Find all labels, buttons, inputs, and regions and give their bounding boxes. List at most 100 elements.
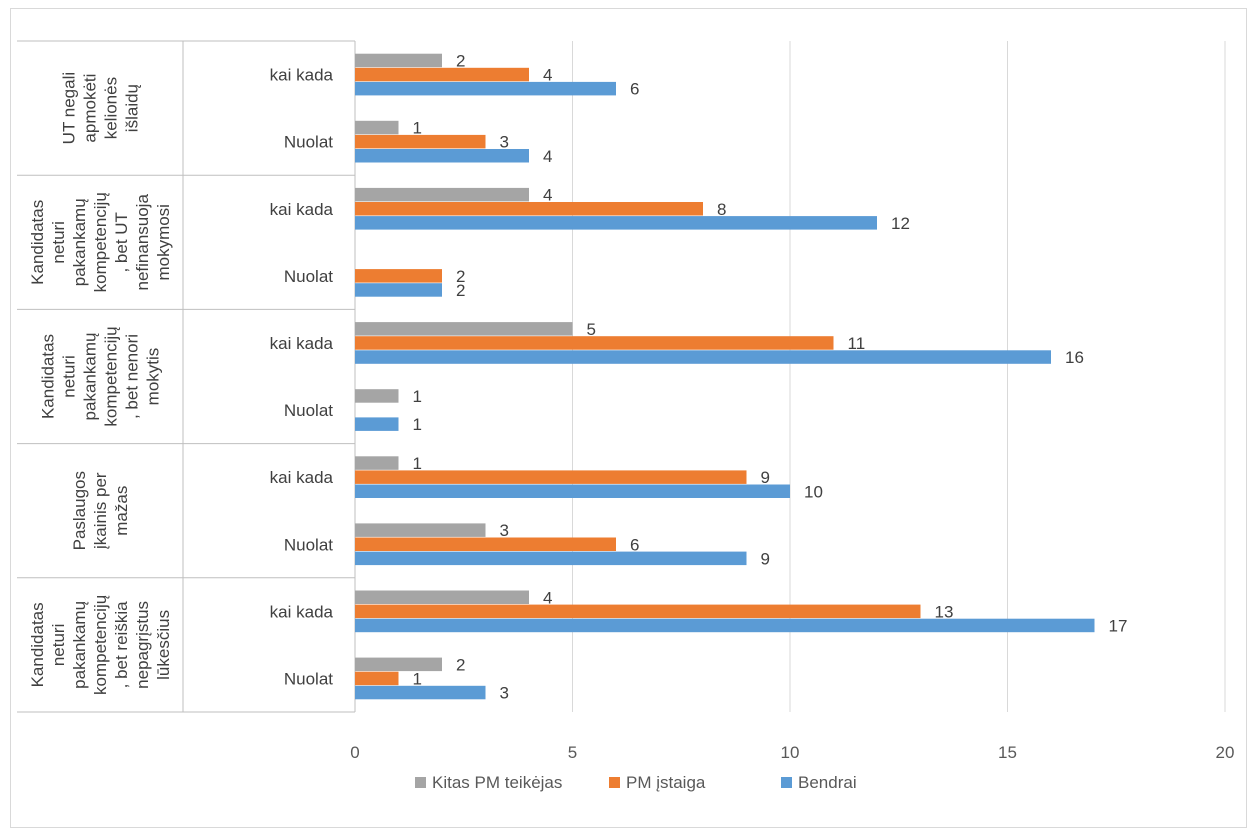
legend-label-kitas: Kitas PM teikėjas: [432, 773, 562, 792]
row-label: Nuolat: [284, 535, 333, 554]
data-label: 4: [543, 588, 552, 607]
data-label: 6: [630, 535, 639, 554]
data-label: 6: [630, 80, 639, 99]
row-label: Nuolat: [284, 267, 333, 286]
x-tick-label: 20: [1216, 743, 1235, 762]
bar-istaiga: [355, 604, 921, 619]
bar-bendrai: [355, 417, 399, 431]
data-label: 10: [804, 482, 823, 501]
group-label-line: mažas: [112, 486, 131, 536]
bar-bendrai: [355, 350, 1051, 364]
group-label-line: pakankamų: [70, 601, 89, 689]
row-label: kai kada: [270, 200, 334, 219]
data-label: 3: [500, 521, 509, 540]
bar-istaiga: [355, 134, 486, 149]
group-label-line: kompetencijų: [91, 595, 110, 695]
bar-kitas: [355, 322, 573, 336]
data-label: 1: [413, 669, 422, 688]
x-tick-label: 10: [781, 743, 800, 762]
group-label-line: kompetencijų: [102, 326, 121, 426]
legend-label-bendrai: Bendrai: [798, 773, 857, 792]
data-label: 2: [456, 655, 465, 674]
bar-istaiga: [355, 269, 442, 283]
data-label: 4: [543, 147, 552, 166]
bar-istaiga: [355, 336, 834, 350]
group-label-line: Paslaugos: [70, 471, 89, 550]
chart-frame: 0 5 10 15 20 UT negali apmokėti kelionės išlaidų…: [10, 8, 1247, 828]
bar-istaiga: [355, 202, 703, 216]
row-label: kai kada: [270, 334, 334, 353]
group-label-line: lūkesčius: [154, 610, 173, 680]
data-label: 1: [413, 387, 422, 406]
group-label-line: pakankamų: [81, 333, 100, 421]
bar-kitas: [355, 120, 399, 135]
bar-bendrai: [355, 685, 486, 700]
group-label: UT negali apmokėti kelionės išlaidų: [60, 72, 142, 144]
group-label-line: neturi: [49, 624, 68, 667]
legend-swatch-kitas: [415, 777, 426, 788]
legend-label-istaiga: PM įstaiga: [626, 773, 706, 792]
bar-kitas: [355, 456, 399, 470]
group-label-line: neturi: [60, 355, 79, 398]
group-label-line: įkainis per: [91, 472, 110, 549]
bar-istaiga: [355, 671, 399, 686]
bar-istaiga: [355, 67, 529, 82]
group-label-line: Kandidatas: [39, 334, 58, 419]
x-tick-label: 15: [998, 743, 1017, 762]
bar-kitas: [355, 657, 442, 672]
data-label: 9: [761, 468, 770, 487]
row-label: kai kada: [270, 66, 334, 85]
group-label-line: nefinansuoja: [133, 194, 152, 291]
data-label: 2: [456, 267, 465, 286]
bar-kitas: [355, 53, 442, 68]
group-label-line: , bet UT: [112, 212, 131, 272]
data-label: 11: [848, 334, 866, 353]
group-label-line: mokytis: [144, 348, 163, 406]
data-label: 4: [543, 186, 552, 205]
group-label-line: Kandidatas: [28, 602, 47, 687]
bar-bendrai: [355, 551, 747, 566]
group-label-line: mokymosi: [154, 204, 173, 281]
x-tick-label: 0: [350, 743, 359, 762]
x-tick-label: 5: [568, 743, 577, 762]
bar-istaiga: [355, 470, 747, 484]
data-label: 1: [413, 119, 422, 138]
legend-swatch-istaiga: [609, 777, 620, 788]
bar-kitas: [355, 187, 529, 202]
data-label: 13: [935, 602, 954, 621]
group-label-line: neturi: [49, 221, 68, 264]
row-label: Nuolat: [284, 133, 333, 152]
group-label-line: išlaidų: [123, 84, 142, 132]
data-label: 5: [587, 320, 596, 339]
row-label: kai kada: [270, 468, 334, 487]
data-label: 12: [891, 214, 910, 233]
data-label: 1: [413, 415, 422, 434]
bar-istaiga: [355, 537, 616, 551]
bar-bendrai: [355, 81, 616, 96]
bar-kitas: [355, 523, 486, 537]
group-label: Paslaugos įkainis per mažas: [70, 471, 131, 550]
row-label: Nuolat: [284, 401, 333, 420]
data-label: 17: [1109, 616, 1128, 635]
group-label: Kandidatas neturi pakankamų kompetencijų, b…: [28, 595, 173, 695]
data-label: 9: [761, 549, 770, 568]
data-label: 2: [456, 281, 465, 300]
legend-swatch-bendrai: [781, 777, 792, 788]
bar-bendrai: [355, 216, 877, 230]
row-label: Nuolat: [284, 669, 333, 688]
data-label: 8: [717, 200, 726, 219]
data-label: 2: [456, 51, 465, 70]
group-label: Kandidatas neturi pakankamų kompetencijų, b…: [39, 326, 163, 426]
row-label: kai kada: [270, 602, 334, 621]
group-label: Kandidatas neturi pakankamų kompetencijų, b…: [28, 192, 173, 292]
bar-bendrai: [355, 283, 442, 297]
group-label-line: kelionės: [102, 77, 121, 139]
group-label-line: UT negali: [60, 72, 79, 144]
data-label: 1: [413, 454, 422, 473]
data-label: 16: [1065, 348, 1084, 367]
bar-kitas: [355, 389, 399, 403]
data-label: 3: [500, 684, 509, 703]
group-label-line: nepagrįstus: [133, 601, 152, 689]
bar-bendrai: [355, 618, 1095, 633]
